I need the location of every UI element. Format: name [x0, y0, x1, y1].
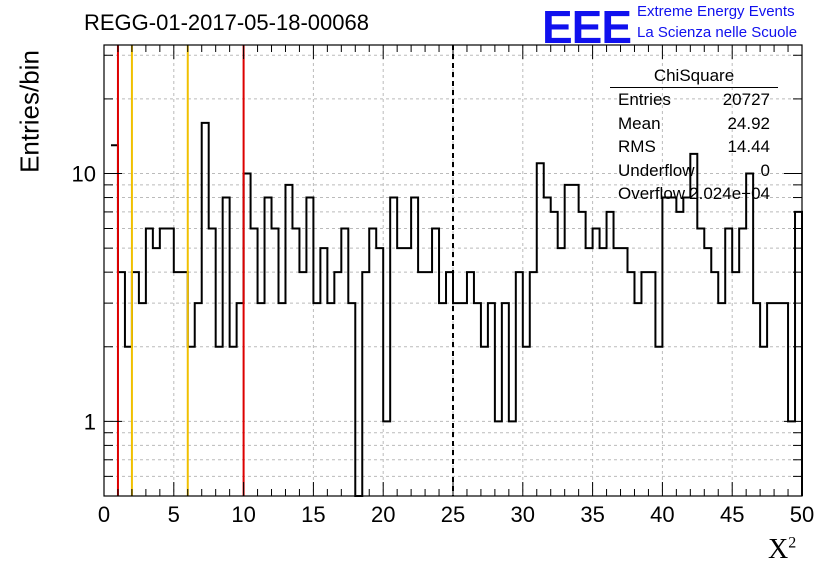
stats-key: Mean — [618, 113, 661, 133]
axes: 0 5 10 15 20 25 30 35 40 45 50 1 10 — [72, 44, 814, 527]
stats-key: Entries — [618, 90, 671, 109]
stats-value: 2.024e+04 — [689, 184, 770, 203]
x-axis-label-base: X — [768, 534, 789, 565]
x-tick-label: 0 — [98, 502, 110, 527]
histogram-series — [110, 121, 803, 497]
y-axis-label: Entries/bin — [14, 50, 45, 173]
stats-key: Overflow — [618, 184, 686, 203]
eee-tagline-2: La Scienza nelle Scuole — [637, 24, 798, 41]
y-tick-label: 10 — [72, 162, 96, 187]
stats-row-entries: Entries 20727 — [610, 88, 778, 112]
x-tick-label: 50 — [790, 502, 814, 527]
stats-value: 24.92 — [727, 113, 770, 133]
y-tick-label: 1 — [84, 409, 96, 434]
stats-value: 14.44 — [727, 137, 770, 156]
x-tick-label: 20 — [371, 502, 395, 527]
stats-key: RMS — [618, 137, 656, 156]
plot-title: REGG-01-2017-05-18-00068 — [84, 10, 369, 35]
x-tick-label: 15 — [301, 502, 325, 527]
x-tick-label: 40 — [650, 502, 674, 527]
stats-box-title: ChiSquare — [610, 66, 778, 88]
stats-value: 20727 — [722, 90, 770, 109]
vertical-markers — [116, 45, 454, 496]
x-tick-label: 5 — [168, 502, 180, 527]
stats-box: ChiSquare Entries 20727 Mean 24.92 RMS 14.4… — [610, 66, 778, 206]
eee-logo: EEE — [542, 1, 632, 53]
x-tick-label: 35 — [580, 502, 604, 527]
stats-row-overflow: Overflow 2.024e+04 — [610, 182, 778, 206]
stats-row-rms: RMS 14.44 — [610, 135, 778, 159]
x-tick-label: 30 — [511, 502, 535, 527]
histogram-step-line — [110, 121, 803, 497]
x-axis-label: X2 — [768, 534, 796, 566]
x-axis-label-superscript: 2 — [788, 534, 797, 552]
stats-key: Underflow — [618, 160, 695, 180]
x-tick-label: 10 — [231, 502, 255, 527]
stats-value: 0 — [760, 160, 770, 180]
stats-row-underflow: Underflow 0 — [610, 159, 778, 183]
eee-tagline-1: Extreme Energy Events — [637, 3, 795, 20]
stats-row-mean: Mean 24.92 — [610, 112, 778, 136]
x-tick-label: 45 — [720, 502, 744, 527]
x-tick-label: 25 — [441, 502, 465, 527]
